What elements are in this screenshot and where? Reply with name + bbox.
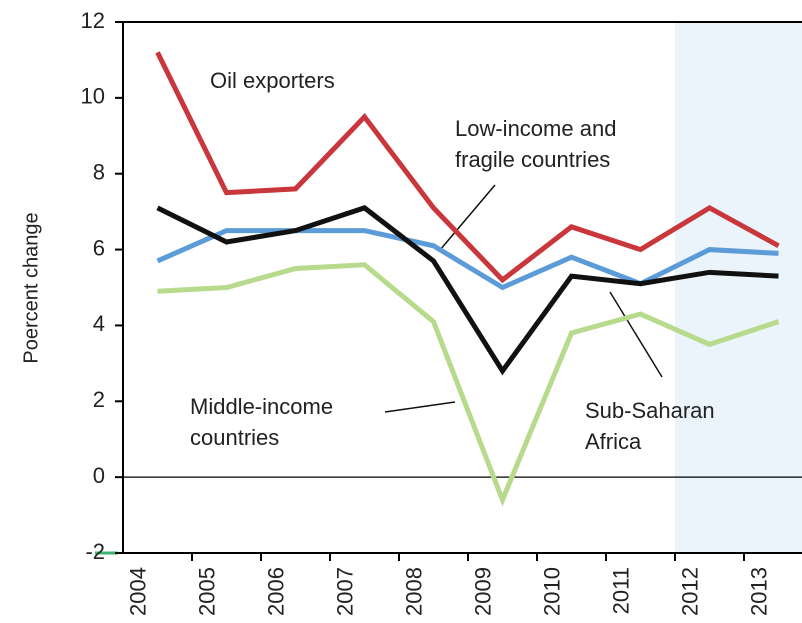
- projection-shade: [675, 22, 802, 553]
- y-tick-label: 12: [81, 8, 105, 33]
- series-label: Africa: [585, 429, 642, 454]
- leader-line: [439, 184, 496, 251]
- series-label: Middle-income: [190, 394, 333, 419]
- x-tick-label: 2012: [677, 567, 702, 616]
- y-tick-label: -2: [85, 539, 105, 564]
- x-tick-label: 2005: [194, 567, 219, 616]
- y-tick-label: 0: [93, 463, 105, 488]
- series-line: [156, 228, 779, 291]
- x-tick-label: 2004: [125, 567, 150, 616]
- series-line: [156, 205, 779, 376]
- x-tick-label: 2010: [539, 567, 564, 616]
- series-line: [157, 262, 780, 507]
- y-tick-label: 10: [81, 84, 105, 109]
- series-line: [155, 51, 780, 284]
- series-label: Oil exporters: [210, 68, 335, 93]
- y-tick-label: 4: [93, 311, 105, 336]
- series-label: countries: [190, 425, 279, 450]
- leader-lines: [384, 184, 663, 413]
- series-label: Sub-Saharan: [585, 398, 715, 423]
- x-tick-label: 2013: [746, 567, 771, 616]
- y-tick-label: 6: [93, 235, 105, 260]
- series-label: fragile countries: [455, 147, 610, 172]
- x-tick-label: 2007: [332, 567, 357, 616]
- x-tick-label: 2009: [470, 567, 495, 616]
- x-tick-label: 2011: [608, 567, 633, 614]
- x-tick-label: 2006: [263, 567, 288, 616]
- leader-line: [384, 401, 456, 413]
- x-tick-label: 2008: [401, 567, 426, 616]
- y-tick-label: 8: [93, 160, 105, 185]
- series-label: Low-income and: [455, 116, 616, 141]
- y-axis-label: Poercent change: [20, 212, 42, 363]
- y-tick-label: 2: [93, 387, 105, 412]
- leader-line: [609, 291, 663, 378]
